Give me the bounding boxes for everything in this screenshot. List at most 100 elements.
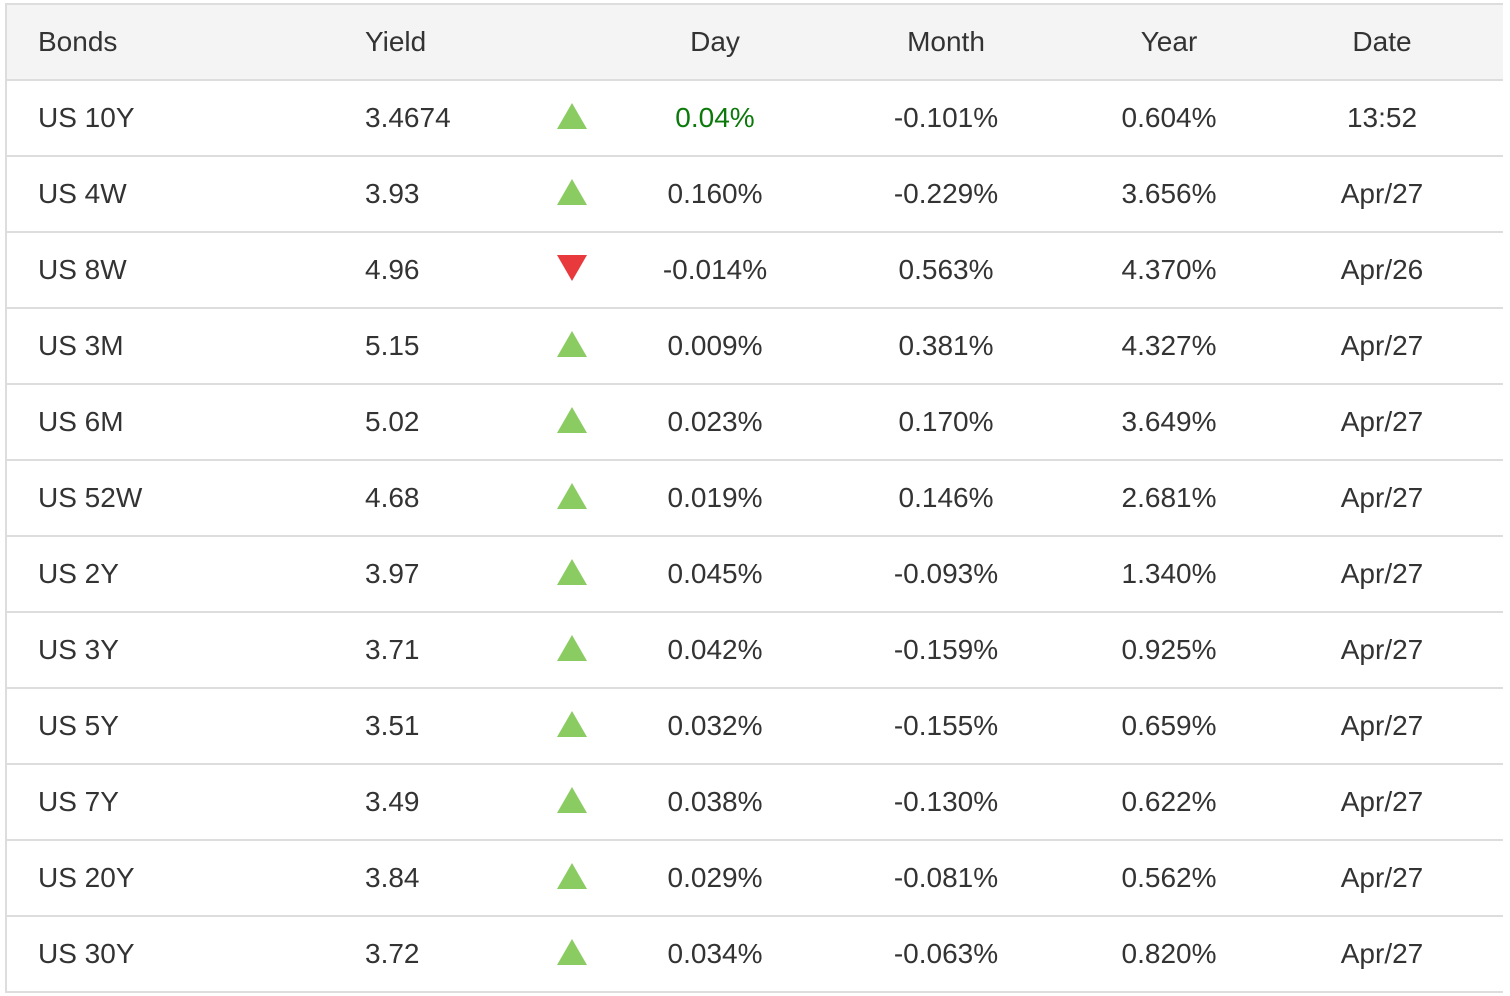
- year-change: 4.370%: [1077, 232, 1261, 309]
- direction-cell: [535, 460, 615, 537]
- day-change: 0.042%: [615, 612, 815, 689]
- bond-name[interactable]: US 3Y: [6, 612, 365, 689]
- yield-value: 3.4674: [365, 80, 535, 157]
- triangle-up-icon: [557, 786, 587, 813]
- bond-name[interactable]: US 7Y: [6, 764, 365, 841]
- date-value: Apr/27: [1261, 460, 1503, 537]
- triangle-up-icon: [557, 710, 587, 737]
- date-value: Apr/27: [1261, 308, 1503, 385]
- table-row[interactable]: US 4W 3.93 0.160% -0.229% 3.656% Apr/27: [6, 156, 1503, 233]
- day-change: 0.023%: [615, 384, 815, 461]
- bond-name[interactable]: US 5Y: [6, 688, 365, 765]
- table-row[interactable]: US 3Y 3.71 0.042% -0.159% 0.925% Apr/27: [6, 612, 1503, 689]
- bond-name[interactable]: US 3M: [6, 308, 365, 385]
- month-change: 0.146%: [815, 460, 1077, 537]
- triangle-up-icon: [557, 862, 587, 889]
- table-row[interactable]: US 30Y 3.72 0.034% -0.063% 0.820% Apr/27: [6, 916, 1503, 993]
- yield-value: 3.51: [365, 688, 535, 765]
- year-change: 0.820%: [1077, 916, 1261, 993]
- month-change: -0.081%: [815, 840, 1077, 917]
- table-row[interactable]: US 2Y 3.97 0.045% -0.093% 1.340% Apr/27: [6, 536, 1503, 613]
- date-value: Apr/27: [1261, 688, 1503, 765]
- month-change: 0.563%: [815, 232, 1077, 309]
- month-change: -0.159%: [815, 612, 1077, 689]
- day-change: 0.045%: [615, 536, 815, 613]
- header-bonds[interactable]: Bonds: [6, 4, 365, 81]
- year-change: 0.659%: [1077, 688, 1261, 765]
- month-change: 0.381%: [815, 308, 1077, 385]
- yield-value: 4.96: [365, 232, 535, 309]
- bond-name[interactable]: US 2Y: [6, 536, 365, 613]
- bond-name[interactable]: US 52W: [6, 460, 365, 537]
- triangle-up-icon: [557, 330, 587, 357]
- month-change: 0.170%: [815, 384, 1077, 461]
- yield-value: 3.49: [365, 764, 535, 841]
- table-row[interactable]: US 10Y 3.4674 0.04% -0.101% 0.604% 13:52: [6, 80, 1503, 157]
- header-direction: [535, 4, 615, 81]
- header-row: Bonds Yield Day Month Year Date: [6, 4, 1503, 81]
- triangle-up-icon: [557, 634, 587, 661]
- day-change: 0.019%: [615, 460, 815, 537]
- year-change: 1.340%: [1077, 536, 1261, 613]
- yield-value: 3.72: [365, 916, 535, 993]
- year-change: 2.681%: [1077, 460, 1261, 537]
- table-row[interactable]: US 6M 5.02 0.023% 0.170% 3.649% Apr/27: [6, 384, 1503, 461]
- year-change: 4.327%: [1077, 308, 1261, 385]
- table-row[interactable]: US 52W 4.68 0.019% 0.146% 2.681% Apr/27: [6, 460, 1503, 537]
- date-value: 13:52: [1261, 80, 1503, 157]
- day-change: 0.038%: [615, 764, 815, 841]
- header-day[interactable]: Day: [615, 4, 815, 81]
- bond-name[interactable]: US 6M: [6, 384, 365, 461]
- direction-cell: [535, 308, 615, 385]
- header-yield[interactable]: Yield: [365, 4, 535, 81]
- year-change: 3.649%: [1077, 384, 1261, 461]
- day-change: -0.014%: [615, 232, 815, 309]
- date-value: Apr/27: [1261, 384, 1503, 461]
- bond-name[interactable]: US 30Y: [6, 916, 365, 993]
- year-change: 3.656%: [1077, 156, 1261, 233]
- date-value: Apr/27: [1261, 156, 1503, 233]
- month-change: -0.229%: [815, 156, 1077, 233]
- bond-name[interactable]: US 4W: [6, 156, 365, 233]
- table-row[interactable]: US 20Y 3.84 0.029% -0.081% 0.562% Apr/27: [6, 840, 1503, 917]
- direction-cell: [535, 764, 615, 841]
- triangle-up-icon: [557, 938, 587, 965]
- table-row[interactable]: US 8W 4.96 -0.014% 0.563% 4.370% Apr/26: [6, 232, 1503, 309]
- triangle-up-icon: [557, 406, 587, 433]
- yield-value: 4.68: [365, 460, 535, 537]
- triangle-up-icon: [557, 102, 587, 129]
- direction-cell: [535, 612, 615, 689]
- date-value: Apr/27: [1261, 536, 1503, 613]
- year-change: 0.562%: [1077, 840, 1261, 917]
- day-change: 0.160%: [615, 156, 815, 233]
- date-value: Apr/27: [1261, 916, 1503, 993]
- table-row[interactable]: US 5Y 3.51 0.032% -0.155% 0.659% Apr/27: [6, 688, 1503, 765]
- bond-name[interactable]: US 10Y: [6, 80, 365, 157]
- direction-cell: [535, 536, 615, 613]
- triangle-up-icon: [557, 482, 587, 509]
- direction-cell: [535, 688, 615, 765]
- direction-cell: [535, 80, 615, 157]
- day-change: 0.032%: [615, 688, 815, 765]
- table-row[interactable]: US 3M 5.15 0.009% 0.381% 4.327% Apr/27: [6, 308, 1503, 385]
- bond-name[interactable]: US 20Y: [6, 840, 365, 917]
- yield-value: 3.71: [365, 612, 535, 689]
- month-change: -0.130%: [815, 764, 1077, 841]
- header-date[interactable]: Date: [1261, 4, 1503, 81]
- date-value: Apr/27: [1261, 612, 1503, 689]
- date-value: Apr/27: [1261, 764, 1503, 841]
- triangle-up-icon: [557, 558, 587, 585]
- month-change: -0.063%: [815, 916, 1077, 993]
- date-value: Apr/26: [1261, 232, 1503, 309]
- year-change: 0.604%: [1077, 80, 1261, 157]
- direction-cell: [535, 840, 615, 917]
- bonds-table: Bonds Yield Day Month Year Date US 10Y 3.…: [5, 3, 1503, 993]
- table-row[interactable]: US 7Y 3.49 0.038% -0.130% 0.622% Apr/27: [6, 764, 1503, 841]
- month-change: -0.101%: [815, 80, 1077, 157]
- day-change: 0.009%: [615, 308, 815, 385]
- day-change: 0.04%: [615, 80, 815, 157]
- header-year[interactable]: Year: [1077, 4, 1261, 81]
- day-change: 0.029%: [615, 840, 815, 917]
- header-month[interactable]: Month: [815, 4, 1077, 81]
- bond-name[interactable]: US 8W: [6, 232, 365, 309]
